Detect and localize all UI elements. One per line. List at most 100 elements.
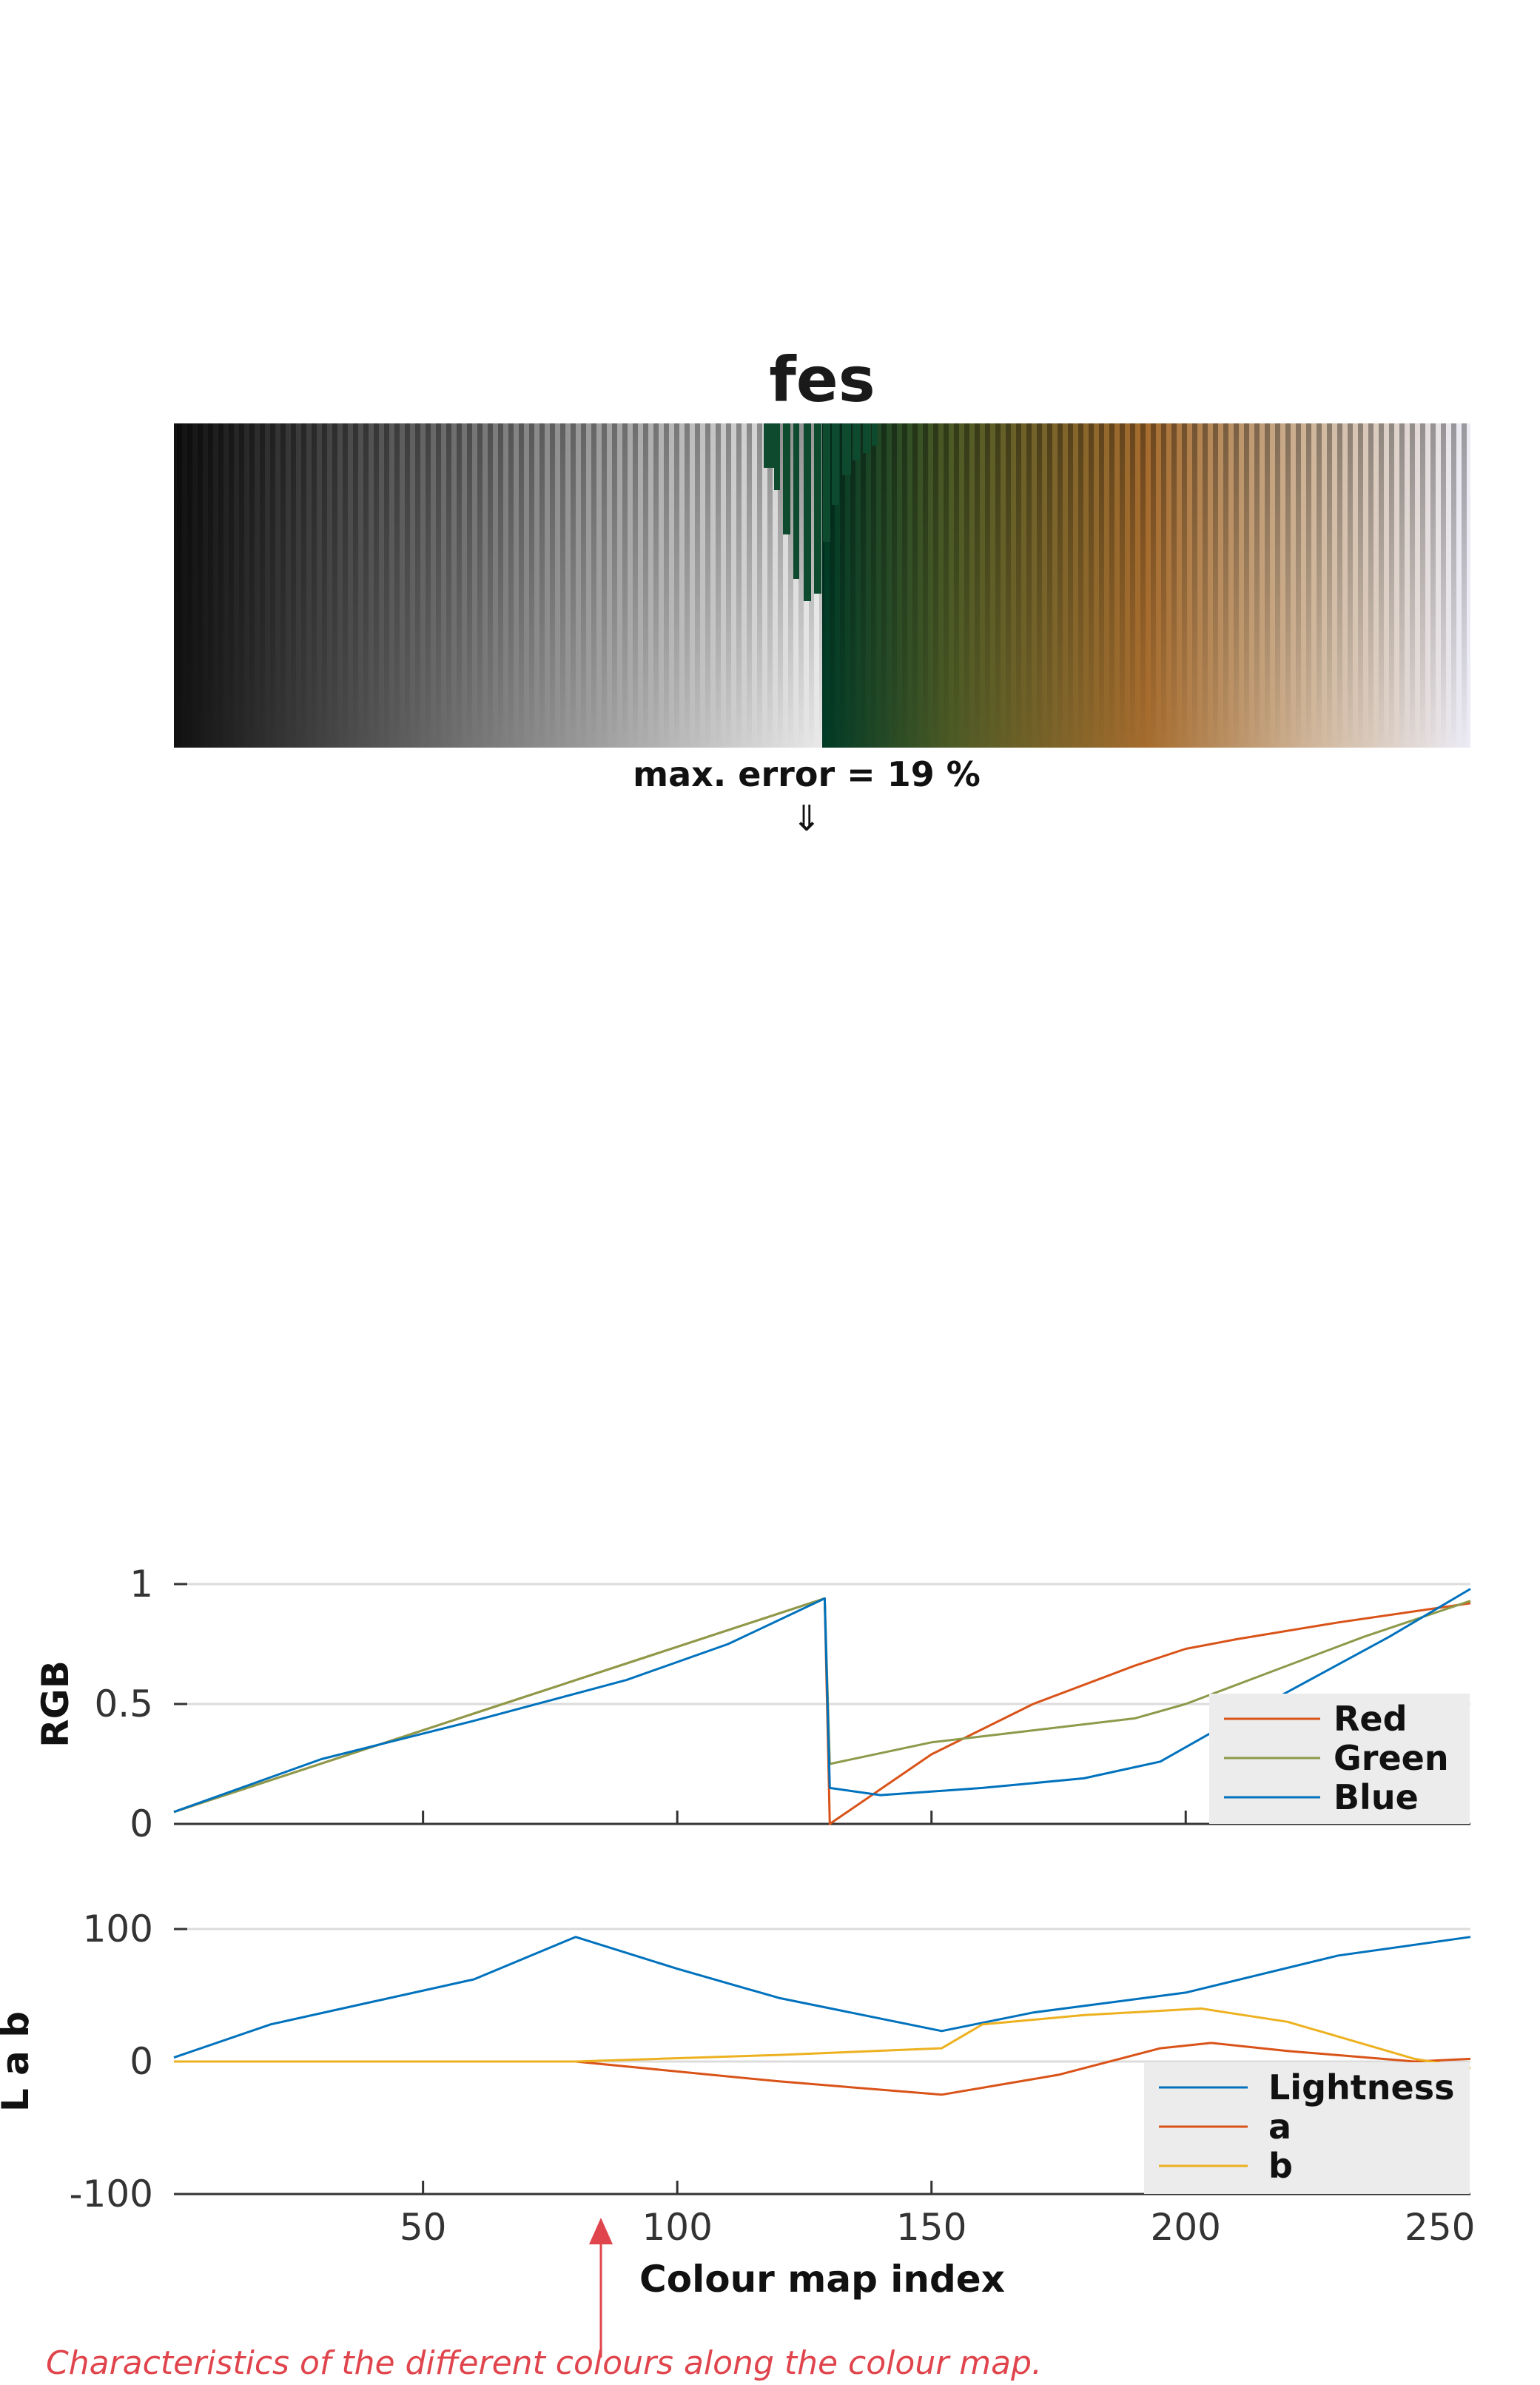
- colormap-stripe: [1171, 423, 1177, 748]
- colormap-stripe: [550, 423, 555, 748]
- colormap-stripe: [1109, 423, 1114, 748]
- colormap-error-spike: [842, 423, 851, 475]
- colormap-stripe: [198, 423, 203, 748]
- colormap-stripe: [1399, 423, 1405, 748]
- colormap-stripe: [1285, 423, 1291, 748]
- colormap-stripe: [177, 423, 182, 748]
- colormap-stripe: [1068, 423, 1073, 748]
- colormap-stripe: [767, 423, 773, 748]
- colormap-stripe: [1327, 423, 1332, 748]
- colormap-stripe: [912, 423, 918, 748]
- colormap-stripe: [1006, 423, 1011, 748]
- colormap-stripe: [819, 423, 824, 748]
- colormap-stripe: [1275, 423, 1280, 748]
- colormap-error-spike: [764, 423, 774, 468]
- colormap-stripe: [995, 423, 1001, 748]
- colormap-stripe: [830, 423, 835, 748]
- colormap-stripe: [861, 423, 866, 748]
- annotation-text: Characteristics of the different colours…: [46, 2344, 1042, 2382]
- colormap-error-spike: [853, 423, 860, 460]
- colormap-stripe: [1451, 423, 1456, 748]
- y-tick-label: 1: [130, 1563, 153, 1606]
- colormap-stripe: [457, 423, 462, 748]
- colormap-stripe: [1047, 423, 1052, 748]
- colormap-stripe: [467, 423, 472, 748]
- colormap-error-artifact: [764, 423, 878, 601]
- y-tick-label: 0: [130, 2040, 153, 2083]
- x-tick-label: 250: [1405, 2206, 1475, 2249]
- colormap-stripe: [695, 423, 700, 748]
- y-tick-label: 100: [83, 1908, 153, 1950]
- colormap-stripe: [529, 423, 534, 748]
- colormap-stripe: [1130, 423, 1135, 748]
- colormap-stripe: [1317, 423, 1322, 748]
- colormap-stripe: [322, 423, 327, 748]
- colormap-stripe: [633, 423, 638, 748]
- colormap-stripe: [394, 423, 400, 748]
- colormap-stripe: [736, 423, 742, 748]
- colormap-stripe: [653, 423, 659, 748]
- colormap-stripe: [1120, 423, 1125, 748]
- colormap-stripe: [229, 423, 234, 748]
- colormap-error-spike: [823, 423, 830, 542]
- x-axis-label: Colour map index: [639, 2258, 1005, 2301]
- colormap-stripe: [1244, 423, 1249, 748]
- colormap-stripe: [1410, 423, 1415, 748]
- colormap-stripe: [757, 423, 762, 748]
- colormap-stripe: [208, 423, 213, 748]
- colormap-error-spike: [774, 423, 780, 490]
- colormap-stripe: [622, 423, 628, 748]
- colormap-image: [174, 423, 1470, 748]
- legend-box: [1144, 2062, 1470, 2194]
- colormap-stripe: [571, 423, 576, 748]
- colormap-stripe: [840, 423, 845, 748]
- colormap-stripe: [778, 423, 783, 748]
- colormap-stripe: [519, 423, 524, 748]
- colormap-stripe: [446, 423, 451, 748]
- series-line-a: [174, 2042, 1471, 2096]
- y-tick-label: -100: [70, 2173, 153, 2215]
- x-tick-label: 200: [1151, 2206, 1221, 2249]
- y-axis-label: RGB: [34, 1660, 77, 1748]
- colormap-stripe: [1389, 423, 1394, 748]
- colormap-error-spike: [814, 423, 821, 594]
- colormap-stripe: [1140, 423, 1146, 748]
- colormap-stripe: [312, 423, 317, 748]
- colormap-stripe: [291, 423, 296, 748]
- colormap-stripe: [1368, 423, 1373, 748]
- y-tick-label: 0.5: [94, 1683, 153, 1725]
- colormap-stripe: [881, 423, 887, 748]
- colormap-stripe: [1379, 423, 1384, 748]
- colormap-stripe: [270, 423, 275, 748]
- colormap-stripe: [405, 423, 410, 748]
- colormap-error-spike: [793, 423, 799, 579]
- colormap-title: fes: [769, 343, 875, 416]
- colormap-stripe: [798, 423, 804, 748]
- colormap-stripe: [1306, 423, 1311, 748]
- colormap-stripe: [1026, 423, 1032, 748]
- colormap-stripe: [1203, 423, 1208, 748]
- colormap-stripe: [374, 423, 379, 748]
- colormap-stripe: [902, 423, 907, 748]
- annotation-arrow-head: [589, 2218, 613, 2244]
- colormap-stripe: [488, 423, 493, 748]
- colormap-stripe: [1234, 423, 1239, 748]
- colormap-stripe: [1254, 423, 1260, 748]
- colormap-stripe: [1182, 423, 1187, 748]
- colormap-stripe: [944, 423, 949, 748]
- colormap-stripe: [591, 423, 596, 748]
- colormap-stripe: [975, 423, 980, 748]
- colormap-stripe: [1337, 423, 1342, 748]
- colormap-stripe: [280, 423, 286, 748]
- colormap-stripe: [1089, 423, 1094, 748]
- colormap-stripe: [954, 423, 959, 748]
- colormap-stripe: [363, 423, 369, 748]
- series-line-b: [174, 2007, 1471, 2070]
- colormap-stripe: [301, 423, 306, 748]
- colormap-error-spike: [832, 423, 839, 505]
- colormap-stripe: [664, 423, 669, 748]
- legend-label: Red: [1334, 1699, 1408, 1739]
- y-axis-label: L a b: [0, 2011, 37, 2112]
- colormap-stripe: [747, 423, 752, 748]
